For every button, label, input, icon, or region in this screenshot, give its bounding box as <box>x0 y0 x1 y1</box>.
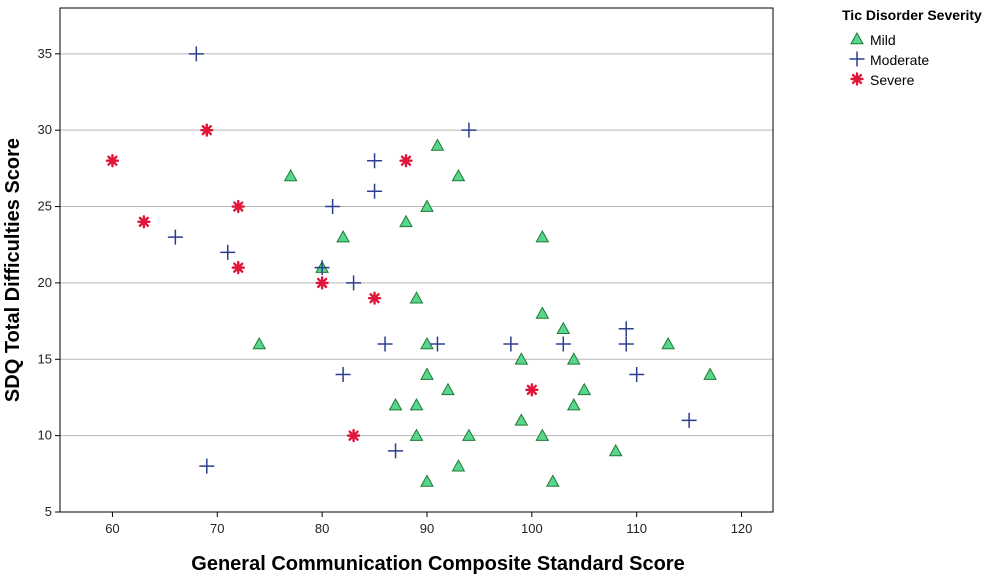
mild-point <box>336 230 350 243</box>
severe-point <box>137 215 151 229</box>
mild-point <box>430 138 445 151</box>
y-axis-title: SDQ Total Difficulties Score <box>2 138 24 402</box>
moderate-point <box>367 183 383 199</box>
mild-point <box>462 428 476 441</box>
severe-point <box>231 260 245 275</box>
x-tick-label: 110 <box>626 521 647 536</box>
y-axis-ticks: 5 10 15 20 25 30 35 <box>38 46 60 519</box>
mild-point <box>451 459 466 472</box>
moderate-point <box>555 336 571 352</box>
mild-point <box>556 321 571 335</box>
severe-point <box>367 291 382 305</box>
legend-mild-marker <box>850 31 864 45</box>
moderate-point <box>461 122 477 138</box>
x-tick-label: 80 <box>315 521 329 536</box>
moderate-point <box>220 244 236 260</box>
severe-point <box>399 154 413 168</box>
y-tick-label: 30 <box>38 122 52 137</box>
legend-items: Mild Moderate Severe <box>849 31 929 88</box>
moderate-point <box>346 275 362 291</box>
mild-point <box>283 168 298 182</box>
moderate-point <box>314 260 330 276</box>
moderate-point <box>199 458 215 474</box>
mild-point <box>703 367 717 380</box>
moderate-point <box>325 199 341 215</box>
moderate-point <box>503 336 519 352</box>
mild-point <box>399 214 413 228</box>
severe-point <box>525 383 539 397</box>
plot-frame <box>59 7 774 513</box>
moderate-point <box>188 46 204 62</box>
legend-moderate-label: Moderate <box>870 52 929 68</box>
moderate-point <box>629 367 645 383</box>
mild-point <box>545 474 560 487</box>
x-tick-label: 60 <box>105 521 119 536</box>
mild-point <box>409 291 424 304</box>
x-tick-label: 90 <box>420 521 434 536</box>
mild-point <box>451 168 466 182</box>
mild-point <box>252 336 267 350</box>
severe-point <box>346 428 361 443</box>
gridlines <box>60 53 773 437</box>
moderate-point <box>377 336 393 352</box>
legend-severe-marker <box>850 72 864 86</box>
mild-point <box>409 428 424 441</box>
mild-point <box>535 306 550 319</box>
legend: Tic Disorder Severity Mild Moderate Severe <box>842 7 982 88</box>
mild-point <box>577 382 592 396</box>
x-tick-label: 70 <box>210 521 224 536</box>
y-tick-label: 25 <box>38 199 52 214</box>
severe-point <box>105 154 120 168</box>
mild-point <box>661 336 675 350</box>
y-tick-label: 35 <box>38 46 52 61</box>
moderate-point <box>367 153 383 169</box>
legend-mild-label: Mild <box>870 32 896 48</box>
legend-title: Tic Disorder Severity <box>842 7 982 23</box>
x-tick-label: 120 <box>731 521 753 536</box>
x-tick-label: 100 <box>521 521 543 536</box>
mild-point <box>388 398 403 411</box>
mild-point <box>514 413 529 426</box>
severe-point <box>231 199 245 214</box>
mild-point <box>409 398 424 411</box>
y-tick-label: 15 <box>38 351 52 366</box>
x-axis-title: General Communication Composite Standard… <box>191 553 684 575</box>
data-points <box>105 46 717 487</box>
mild-point <box>420 474 434 487</box>
moderate-point <box>335 367 351 383</box>
y-tick-label: 5 <box>45 504 52 519</box>
mild-point <box>514 352 529 365</box>
mild-point <box>441 382 455 396</box>
mild-point <box>535 230 550 243</box>
severe-point <box>315 276 329 290</box>
severe-point <box>200 123 214 137</box>
legend-moderate-marker <box>849 51 865 67</box>
moderate-point <box>618 321 634 337</box>
y-tick-label: 10 <box>38 428 52 443</box>
mild-point <box>566 352 581 365</box>
mild-point <box>608 443 623 457</box>
moderate-point <box>618 336 634 352</box>
moderate-point <box>167 229 183 245</box>
x-axis-ticks: 60 70 80 90 100 110 120 <box>105 512 752 536</box>
mild-point <box>566 398 581 411</box>
mild-point <box>535 428 550 441</box>
moderate-point <box>388 443 404 459</box>
y-tick-label: 20 <box>38 275 52 290</box>
moderate-point <box>681 412 697 428</box>
mild-point <box>420 367 434 380</box>
moderate-point <box>429 336 445 352</box>
mild-point <box>420 199 434 212</box>
legend-severe-label: Severe <box>870 72 915 88</box>
